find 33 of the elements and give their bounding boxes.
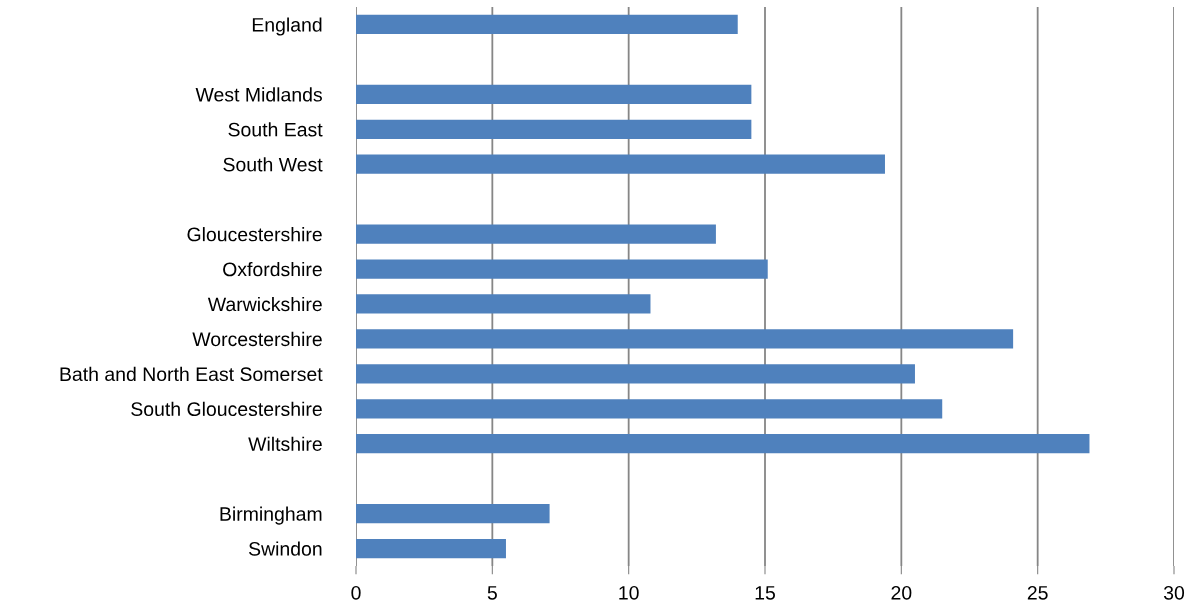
bar <box>356 224 716 244</box>
x-tick-label: 20 <box>891 585 912 600</box>
bar <box>356 84 752 104</box>
y-tick-label: South West <box>223 157 323 172</box>
bar <box>356 399 943 419</box>
y-tick-label: Warwickshire <box>207 296 322 312</box>
x-tick-label: 15 <box>755 586 775 600</box>
bar <box>356 538 506 559</box>
x-tick-label: 0 <box>351 585 361 600</box>
bar <box>356 14 738 35</box>
bar <box>356 259 768 279</box>
x-tick-label: 5 <box>487 586 497 600</box>
bar <box>356 329 1014 349</box>
bar <box>356 364 915 384</box>
x-tick-label: 10 <box>619 585 639 600</box>
y-tick-label: Bath and North East Somerset <box>60 366 323 382</box>
bar <box>356 294 651 314</box>
y-tick-label: Swindon <box>248 541 322 556</box>
y-tick-label: West Midlands <box>195 87 322 102</box>
y-tick-label: South Gloucestershire <box>131 401 322 417</box>
y-tick-label: Wiltshire <box>248 436 322 451</box>
y-tick-label: South East <box>228 122 323 137</box>
bar <box>356 503 550 524</box>
y-tick-label: Gloucestershire <box>187 227 322 242</box>
y-tick-label: Birmingham <box>220 506 322 525</box>
bar <box>356 154 885 174</box>
y-tick-label: England <box>252 17 322 36</box>
y-tick-label: Oxfordshire <box>223 261 322 277</box>
bar <box>356 434 1090 454</box>
x-tick-label: 25 <box>1027 585 1048 600</box>
y-tick-label: Worcestershire <box>192 331 322 347</box>
x-tick-label: 30 <box>1163 585 1185 600</box>
bar <box>356 119 752 139</box>
